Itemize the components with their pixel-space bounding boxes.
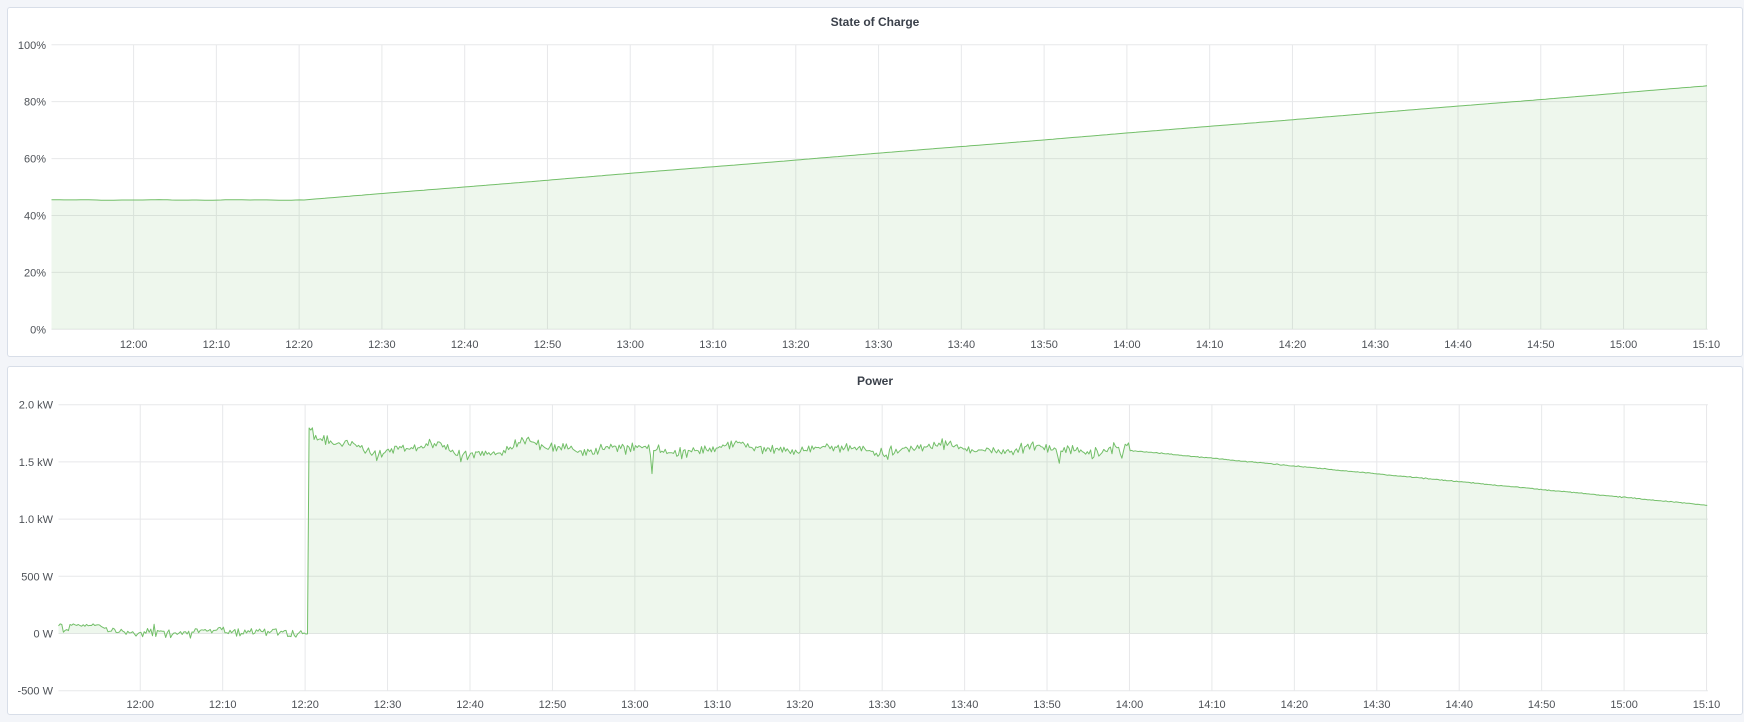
svg-text:14:20: 14:20 (1281, 699, 1309, 711)
svg-text:12:50: 12:50 (534, 339, 562, 351)
svg-text:14:00: 14:00 (1113, 339, 1141, 351)
svg-text:13:40: 13:40 (948, 339, 976, 351)
svg-text:13:30: 13:30 (865, 339, 893, 351)
svg-text:1.0 kW: 1.0 kW (19, 514, 54, 526)
svg-text:13:40: 13:40 (951, 699, 979, 711)
svg-text:14:30: 14:30 (1363, 699, 1391, 711)
svg-text:13:50: 13:50 (1033, 699, 1061, 711)
svg-text:12:00: 12:00 (126, 699, 154, 711)
svg-text:13:20: 13:20 (782, 339, 810, 351)
svg-text:12:30: 12:30 (368, 339, 396, 351)
svg-text:15:00: 15:00 (1610, 339, 1638, 351)
svg-text:14:30: 14:30 (1361, 339, 1389, 351)
svg-text:13:10: 13:10 (699, 339, 727, 351)
svg-text:13:30: 13:30 (868, 699, 896, 711)
svg-text:15:10: 15:10 (1693, 699, 1721, 711)
svg-text:13:20: 13:20 (786, 699, 814, 711)
svg-text:80%: 80% (24, 97, 46, 109)
svg-text:0%: 0% (30, 324, 46, 336)
svg-text:500 W: 500 W (21, 571, 53, 583)
svg-text:1.5 kW: 1.5 kW (19, 457, 54, 469)
svg-text:12:20: 12:20 (291, 699, 319, 711)
svg-text:13:00: 13:00 (621, 699, 649, 711)
svg-text:20%: 20% (24, 267, 46, 279)
svg-text:100%: 100% (18, 40, 46, 52)
svg-text:12:10: 12:10 (203, 339, 231, 351)
svg-text:15:00: 15:00 (1610, 699, 1638, 711)
svg-text:12:50: 12:50 (539, 699, 567, 711)
svg-text:14:40: 14:40 (1445, 699, 1473, 711)
svg-text:14:10: 14:10 (1198, 699, 1226, 711)
svg-text:12:10: 12:10 (209, 699, 237, 711)
svg-text:13:00: 13:00 (616, 339, 644, 351)
svg-text:0 W: 0 W (33, 629, 53, 641)
svg-text:13:50: 13:50 (1030, 339, 1058, 351)
svg-text:2.0 kW: 2.0 kW (19, 400, 54, 412)
svg-text:14:50: 14:50 (1527, 339, 1555, 351)
svg-text:-500 W: -500 W (18, 686, 54, 698)
svg-text:14:10: 14:10 (1196, 339, 1224, 351)
svg-text:14:50: 14:50 (1528, 699, 1556, 711)
svg-text:12:40: 12:40 (451, 339, 479, 351)
svg-text:15:10: 15:10 (1693, 339, 1721, 351)
svg-text:14:20: 14:20 (1279, 339, 1307, 351)
svg-text:14:40: 14:40 (1444, 339, 1472, 351)
svg-text:60%: 60% (24, 154, 46, 166)
svg-text:14:00: 14:00 (1116, 699, 1144, 711)
svg-text:12:40: 12:40 (456, 699, 484, 711)
svg-text:13:10: 13:10 (704, 699, 732, 711)
svg-text:40%: 40% (24, 210, 46, 222)
svg-text:12:20: 12:20 (285, 339, 313, 351)
svg-text:12:30: 12:30 (374, 699, 402, 711)
svg-text:12:00: 12:00 (120, 339, 148, 351)
